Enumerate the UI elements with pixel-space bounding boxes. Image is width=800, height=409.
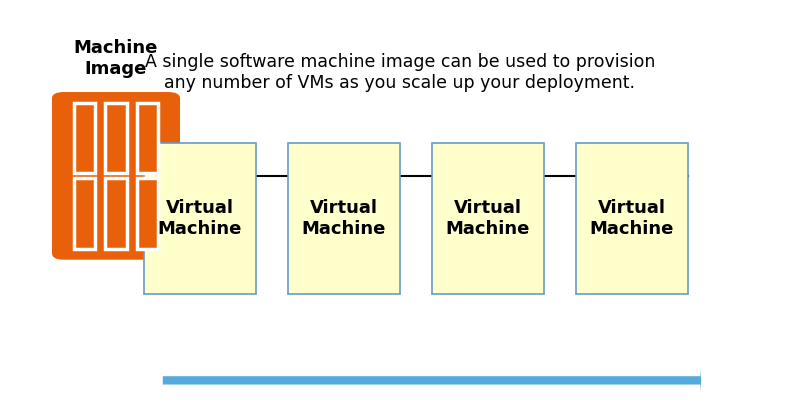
Text: Virtual
Machine: Virtual Machine <box>590 200 674 238</box>
FancyBboxPatch shape <box>105 178 127 249</box>
FancyBboxPatch shape <box>74 103 95 173</box>
Text: Virtual
Machine: Virtual Machine <box>158 200 242 238</box>
FancyBboxPatch shape <box>105 103 127 173</box>
FancyBboxPatch shape <box>52 92 180 260</box>
FancyBboxPatch shape <box>74 178 95 249</box>
Text: Machine
Image: Machine Image <box>74 39 158 78</box>
Text: Virtual
Machine: Virtual Machine <box>446 200 530 238</box>
FancyBboxPatch shape <box>137 103 158 173</box>
Text: Virtual
Machine: Virtual Machine <box>302 200 386 238</box>
FancyBboxPatch shape <box>576 143 688 294</box>
FancyBboxPatch shape <box>144 143 256 294</box>
FancyBboxPatch shape <box>432 143 544 294</box>
FancyBboxPatch shape <box>137 178 158 249</box>
Text: A single software machine image can be used to provision
any number of VMs as yo: A single software machine image can be u… <box>145 53 655 92</box>
FancyBboxPatch shape <box>288 143 400 294</box>
